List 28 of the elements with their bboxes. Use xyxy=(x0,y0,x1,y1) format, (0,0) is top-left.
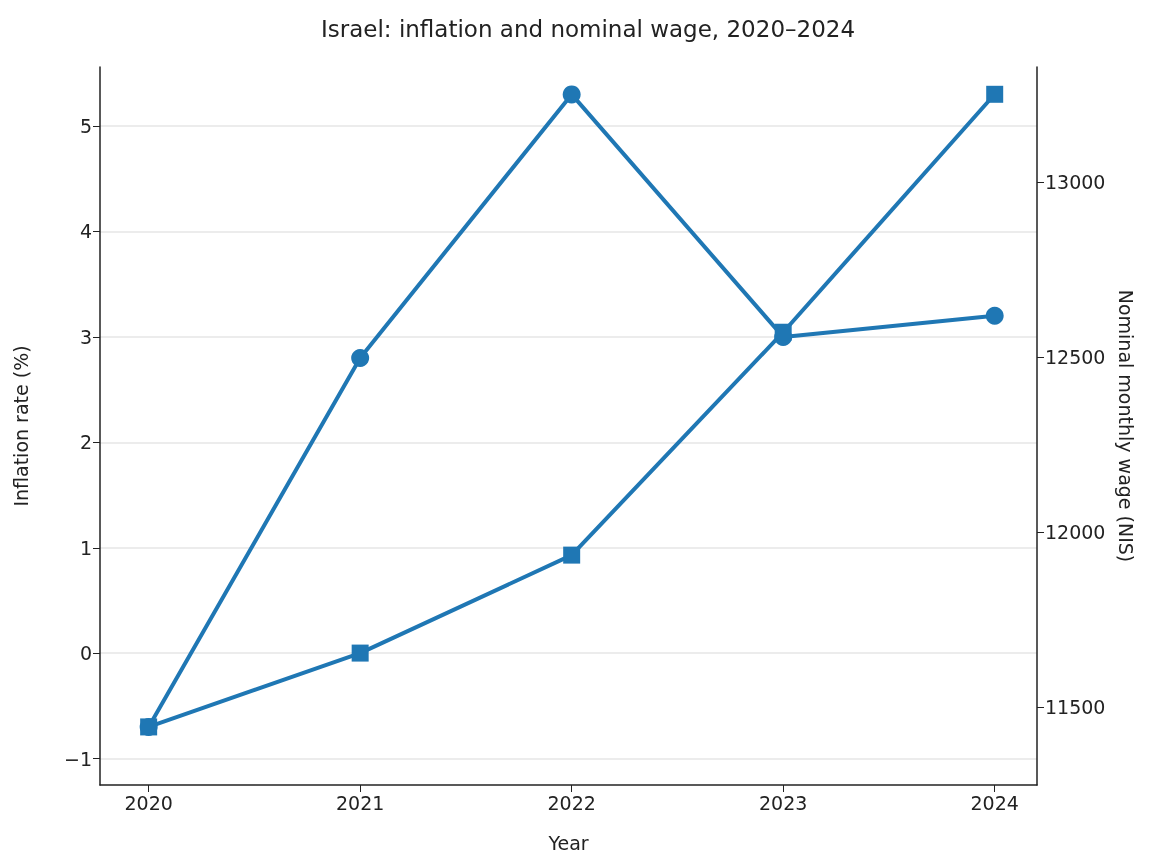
x-tick-label: 2020 xyxy=(124,791,173,814)
y-axis-title: Inflation rate (%) xyxy=(9,345,32,507)
point xyxy=(562,85,581,104)
x-tick-label: 2024 xyxy=(970,791,1019,814)
y-tick-label: −1 xyxy=(63,747,92,770)
y2-tick-label: 13000 xyxy=(1045,171,1106,194)
y-tick-label: 2 xyxy=(79,431,92,454)
point xyxy=(986,85,1004,103)
x-tick-label: 2021 xyxy=(335,791,385,814)
point xyxy=(351,349,370,367)
point xyxy=(985,306,1004,325)
point xyxy=(563,546,581,564)
y-tick-label: 0 xyxy=(79,642,92,665)
x-axis-title: Year xyxy=(547,831,589,854)
y2-axis-title: Nominal monthly wage (NIS) xyxy=(1114,289,1137,563)
point xyxy=(351,644,369,662)
y2-tick-label: 12000 xyxy=(1045,521,1106,544)
y-tick-label: 1 xyxy=(79,536,92,559)
y2-tick-label: 11500 xyxy=(1045,695,1106,718)
point xyxy=(774,323,792,341)
x-tick-label: 2022 xyxy=(547,791,596,814)
y-tick-label: 5 xyxy=(79,115,92,138)
y2-tick-label: 12500 xyxy=(1045,346,1106,369)
point xyxy=(140,718,158,736)
y-tick-label: 3 xyxy=(79,325,92,348)
x-tick-label: 2023 xyxy=(759,791,808,814)
y-tick-label: 4 xyxy=(79,220,92,243)
chart-title: Israel: inflation and nominal wage, 2020–2024 xyxy=(320,15,856,42)
